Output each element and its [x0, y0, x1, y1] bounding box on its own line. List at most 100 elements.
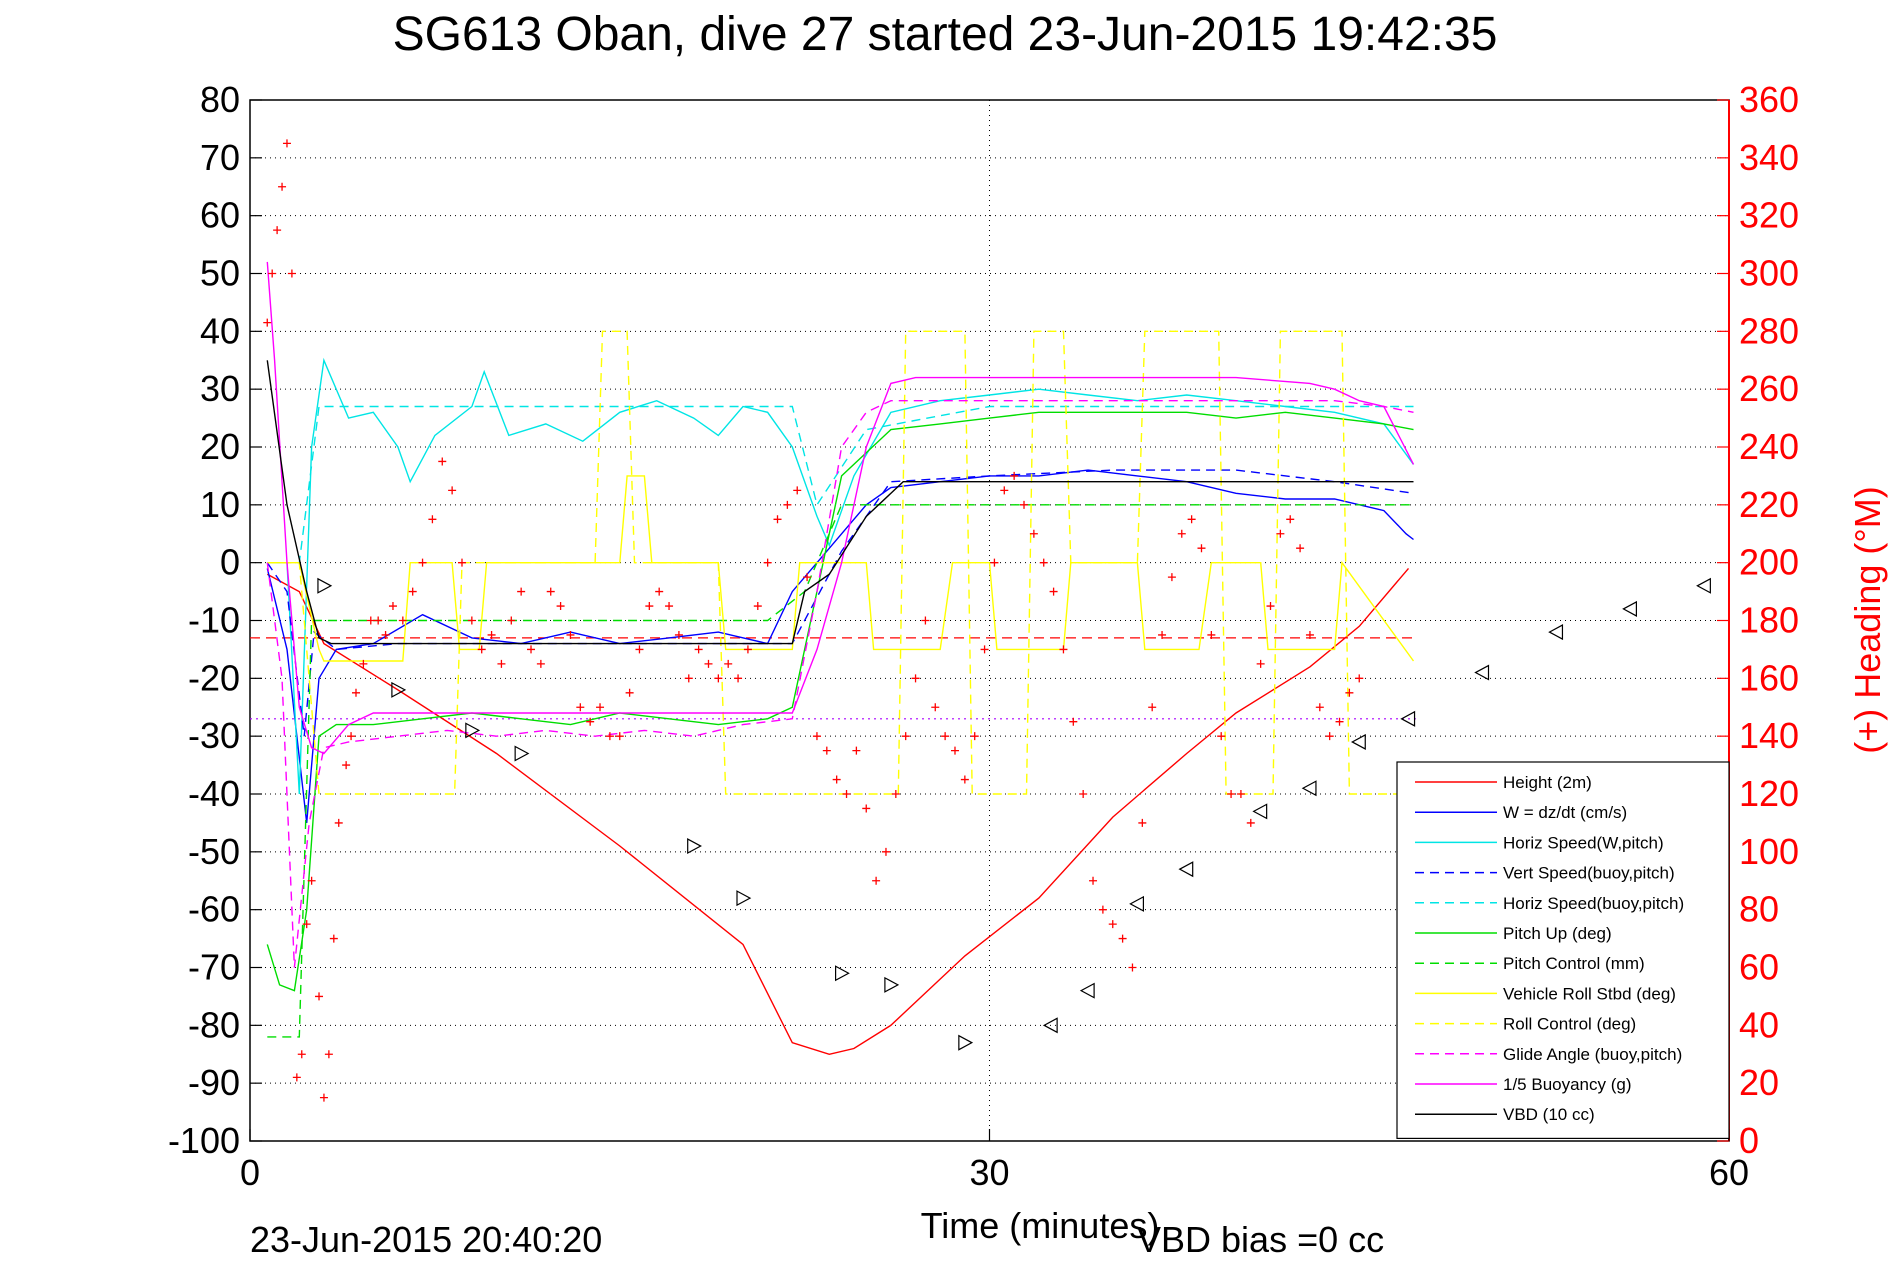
heading-point: [852, 746, 861, 755]
heading-point: [763, 558, 772, 567]
heading-markers: [263, 139, 1364, 1102]
heading-point: [694, 645, 703, 654]
heading-point: [457, 558, 466, 567]
heading-point: [921, 616, 930, 625]
y-tick-left-label: -20: [188, 657, 240, 698]
y-tick-left-label: 20: [200, 426, 240, 467]
heading-point: [342, 761, 351, 770]
grid-lines: [250, 100, 1729, 1141]
heading-point: [881, 847, 890, 856]
heading-point: [862, 804, 871, 813]
x-tick-label: 60: [1709, 1152, 1749, 1193]
y-tick-left-label: -60: [188, 889, 240, 930]
heading-point: [292, 1073, 301, 1082]
heading-point: [1236, 790, 1245, 798]
legend-label: Glide Angle (buoy,pitch): [1503, 1045, 1682, 1064]
heading-point: [282, 139, 291, 148]
reference-lines: [250, 637, 1416, 720]
y-tick-right-label: 100: [1739, 831, 1799, 872]
y-tick-left-label: 60: [200, 195, 240, 236]
heading-point: [428, 515, 437, 524]
heading-point: [1089, 876, 1098, 885]
series-line: [266, 261, 1415, 755]
descent-marker: [884, 976, 900, 993]
y-tick-right-label: 20: [1739, 1062, 1779, 1103]
ascent-marker: [1301, 780, 1317, 797]
heading-point: [586, 717, 595, 726]
y-tick-left-label: -30: [188, 715, 240, 756]
heading-point: [1345, 688, 1354, 697]
heading-point: [1079, 790, 1088, 798]
heading-point: [911, 674, 920, 683]
heading-point: [487, 630, 496, 639]
heading-point: [960, 775, 969, 784]
ascent-marker: [1350, 733, 1366, 750]
heading-point: [605, 732, 614, 741]
heading-point: [596, 703, 605, 712]
heading-point: [704, 659, 713, 668]
descent-marker: [391, 681, 407, 698]
heading-point: [1315, 703, 1324, 712]
chart-title: SG613 Oban, dive 27 started 23-Jun-2015 …: [393, 8, 1498, 61]
heading-point: [576, 703, 585, 712]
heading-point: [329, 934, 338, 943]
ascent-marker: [1474, 664, 1490, 681]
heading-point: [793, 486, 802, 495]
y-tick-right-label: 160: [1739, 657, 1799, 698]
heading-point: [366, 616, 375, 625]
y-tick-right-label: 200: [1739, 542, 1799, 583]
heading-point: [263, 318, 272, 327]
series-line: [266, 400, 1414, 968]
descent-marker: [834, 965, 850, 982]
heading-point: [1049, 587, 1058, 596]
heading-point: [556, 602, 565, 611]
series-line: [266, 411, 1414, 992]
heading-point: [665, 602, 674, 611]
y-tick-left-label: 70: [200, 137, 240, 178]
axes: 80706050403020100-10-20-30-40-50-60-70-8…: [168, 79, 1799, 1193]
x-tick-label: 0: [240, 1152, 260, 1193]
y-tick-right-label: 80: [1739, 889, 1779, 930]
heading-point: [901, 732, 910, 741]
heading-point: [273, 226, 282, 235]
legend-label: Vert Speed(buoy,pitch): [1503, 864, 1675, 883]
heading-point: [803, 573, 812, 582]
heading-point: [931, 703, 940, 712]
x-axis-label: Time (minutes): [921, 1205, 1160, 1246]
descent-marker: [514, 745, 530, 762]
heading-point: [1158, 630, 1167, 639]
heading-point: [832, 775, 841, 784]
heading-point: [1108, 920, 1117, 929]
y-tick-right-label: 140: [1739, 715, 1799, 756]
y-tick-right-label: 300: [1739, 253, 1799, 294]
heading-point: [1148, 703, 1157, 712]
heading-point: [297, 1050, 306, 1059]
series-lines: [266, 261, 1415, 1056]
heading-point: [418, 558, 427, 567]
heading-point: [812, 732, 821, 741]
heading-point: [1167, 573, 1176, 582]
heading-point: [674, 630, 683, 639]
heading-point: [1069, 717, 1078, 726]
ascent-marker: [1079, 982, 1095, 999]
descent-marker: [687, 838, 702, 855]
y-tick-right-label: 260: [1739, 368, 1799, 409]
heading-point: [566, 630, 575, 639]
heading-point: [1029, 529, 1038, 538]
legend-label: Horiz Speed(buoy,pitch): [1503, 894, 1684, 913]
heading-point: [477, 645, 486, 654]
footer-vbd-bias: VBD bias =0 cc: [1137, 1219, 1384, 1260]
heading-point: [1286, 515, 1295, 524]
heading-point: [497, 659, 506, 668]
heading-point: [1118, 934, 1127, 943]
heading-point: [1227, 790, 1236, 798]
heading-point: [388, 602, 397, 611]
heading-point: [1246, 818, 1255, 827]
y-tick-left-label: -80: [188, 1004, 240, 1045]
heading-point: [1266, 602, 1275, 611]
y-tick-right-label: 60: [1739, 947, 1779, 988]
series-line: [267, 357, 1415, 795]
y-tick-left-label: 10: [200, 484, 240, 525]
heading-point: [268, 269, 277, 278]
